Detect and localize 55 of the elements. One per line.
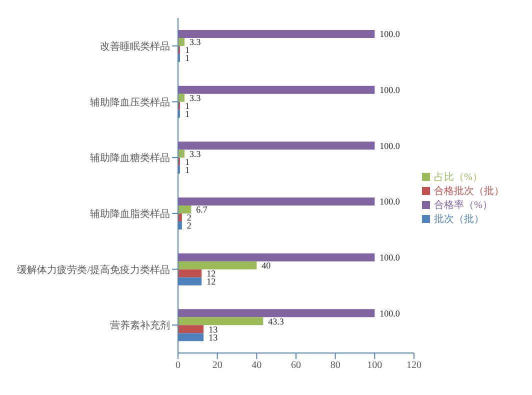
data-label: 1 <box>184 156 190 167</box>
x-tick-label: 20 <box>212 360 222 372</box>
y-tick-label: 辅助降血糖类样品 <box>90 152 170 164</box>
bar <box>178 269 202 278</box>
data-label: 6.7 <box>196 204 208 215</box>
bar <box>178 253 375 262</box>
y-tick-label: 辅助降血压类样品 <box>90 96 170 108</box>
x-tick-label: 100 <box>367 360 382 372</box>
data-label: 100.0 <box>380 252 400 263</box>
data-label: 43.3 <box>268 316 284 326</box>
bar <box>178 30 375 38</box>
data-label: 1 <box>184 164 190 175</box>
data-label: 1 <box>184 101 190 112</box>
data-label: 2 <box>186 212 192 223</box>
legend-label: 批次（批） <box>434 214 484 224</box>
x-tick-label: 40 <box>252 360 262 372</box>
bar <box>178 325 204 334</box>
bar <box>178 38 184 46</box>
data-label: 2 <box>186 220 192 231</box>
data-label: 3.3 <box>189 148 202 159</box>
bar <box>178 206 192 214</box>
y-tick-label: 缓解体力疲劳类/提高免疫力类样品 <box>17 264 170 276</box>
data-label: 12 <box>206 276 216 287</box>
legend-label: 合格批次（批） <box>434 186 504 196</box>
bar <box>178 261 257 270</box>
bar <box>178 309 375 318</box>
x-tick-label: 60 <box>291 360 301 372</box>
data-label: 100.0 <box>380 140 400 151</box>
bar <box>178 142 375 150</box>
bar <box>178 86 375 94</box>
data-label: 100.0 <box>380 29 400 40</box>
y-tick-label: 辅助降血脂类样品 <box>90 208 170 220</box>
data-label: 100.0 <box>380 85 400 96</box>
x-tick-label: 0 <box>176 360 180 372</box>
data-label: 1 <box>184 53 190 64</box>
x-tick-label: 80 <box>330 360 340 372</box>
data-label: 12 <box>206 268 216 279</box>
data-label: 100.0 <box>380 308 400 318</box>
bar <box>178 198 375 206</box>
data-label: 13 <box>208 324 218 334</box>
bar <box>178 317 264 326</box>
y-tick-label: 改善睡眠类样品 <box>100 40 170 52</box>
y-tick-label: 营养素补充剂 <box>110 320 170 332</box>
bar <box>178 150 184 158</box>
data-label: 1 <box>184 45 190 56</box>
data-label: 3.3 <box>189 37 202 48</box>
bar <box>178 94 184 102</box>
legend-label: 占比（%） <box>434 172 482 182</box>
data-label: 1 <box>184 109 190 120</box>
legend-label: 合格率（%） <box>434 200 492 210</box>
data-label: 40 <box>262 260 272 271</box>
data-label: 13 <box>208 332 218 342</box>
data-label: 3.3 <box>189 93 202 104</box>
data-label: 100.0 <box>380 196 400 207</box>
x-tick-label: 120 <box>406 360 422 372</box>
